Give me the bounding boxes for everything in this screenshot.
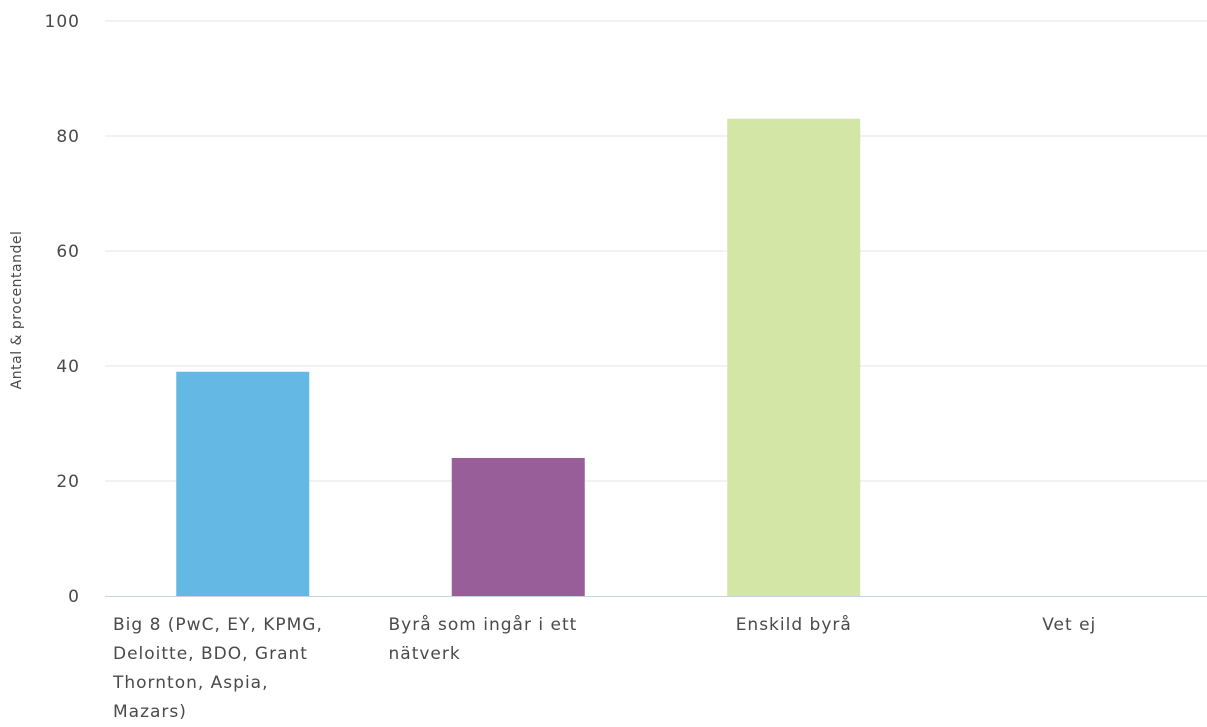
x-axis-ticks: Big 8 (PwC, EY, KPMG, Deloitte, BDO, Gran… (112, 614, 1096, 722)
y-tick-label: 60 (56, 242, 80, 262)
bars (176, 118, 861, 596)
x-tick-label: Vet ej (1042, 615, 1096, 635)
y-tick-label: 20 (56, 472, 80, 492)
bar[interactable] (176, 371, 310, 596)
bar[interactable] (451, 458, 585, 596)
y-tick-label: 40 (56, 357, 80, 377)
y-axis-ticks: 0 20 40 60 80 100 (45, 12, 80, 607)
bar[interactable] (727, 118, 861, 596)
y-tick-label: 80 (56, 127, 80, 147)
x-tick-label: Big 8 (PwC, EY, KPMG, Deloitte, BDO, Gran… (112, 615, 323, 722)
y-axis-label: Antal & procentandel (9, 231, 25, 390)
gridlines (105, 20, 1207, 482)
x-tick-label: Enskild byrå (736, 614, 852, 635)
x-tick-label: Byrå som ingår i ett nätverk (389, 614, 578, 664)
y-tick-label: 0 (68, 587, 80, 607)
y-tick-label: 100 (45, 12, 80, 32)
